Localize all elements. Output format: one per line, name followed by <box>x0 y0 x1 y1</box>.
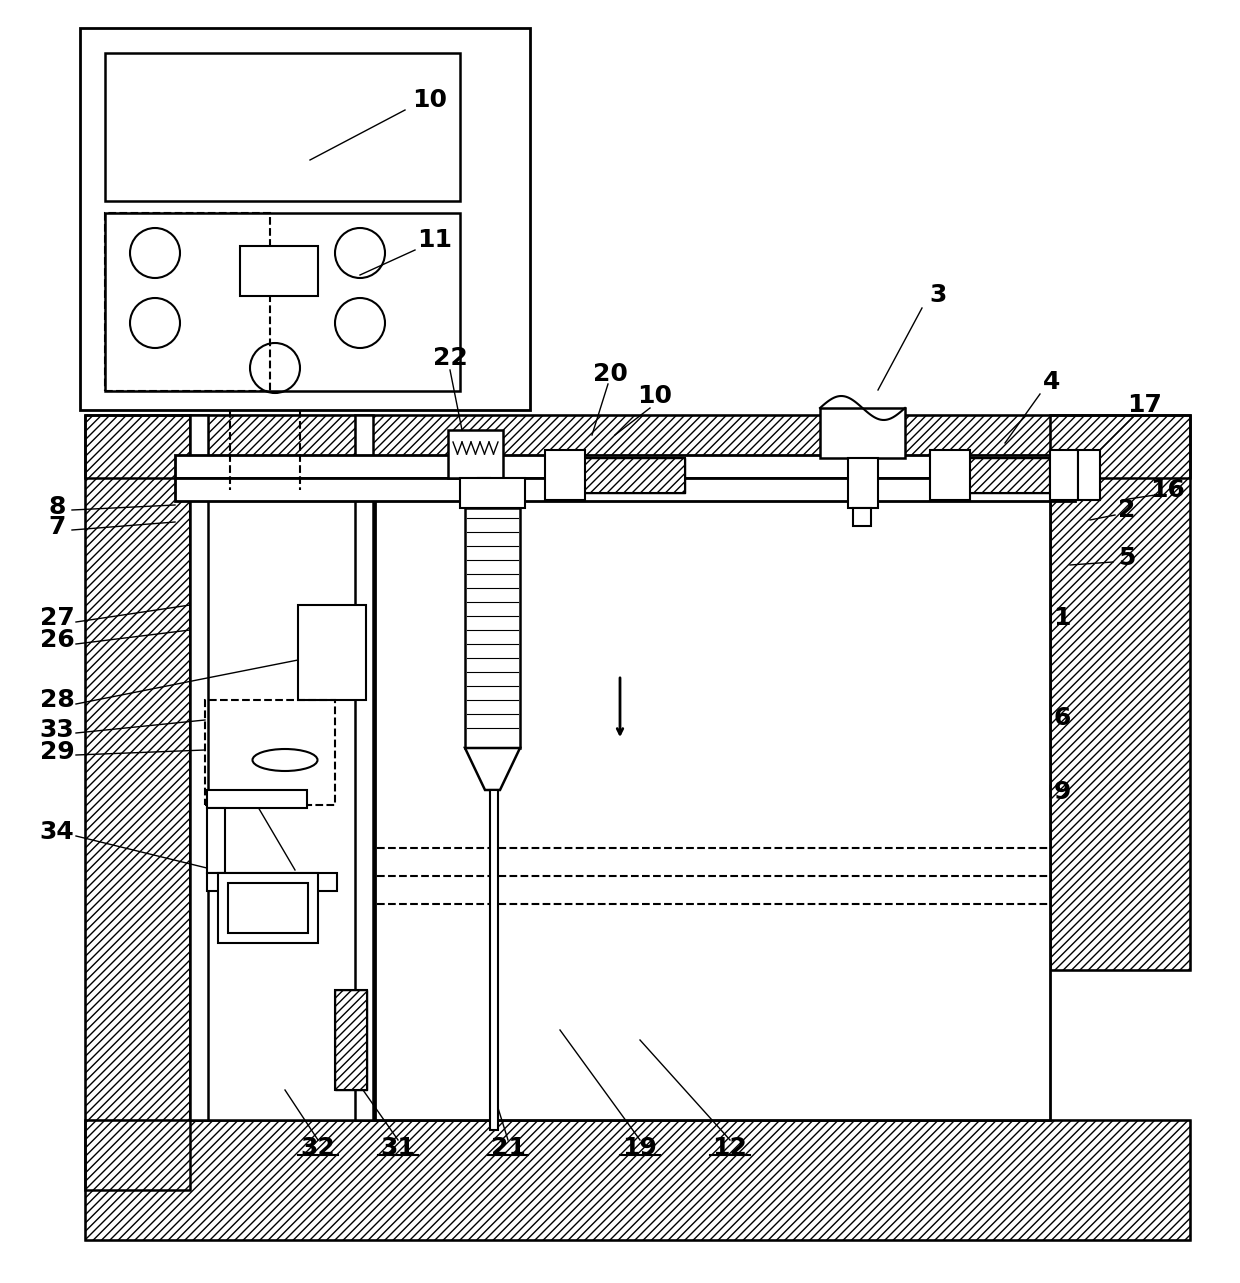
Bar <box>207 872 337 890</box>
Bar <box>465 508 520 748</box>
Bar <box>1050 414 1190 970</box>
Bar <box>86 1120 1190 1239</box>
Bar <box>1078 450 1100 500</box>
Bar <box>960 458 1050 493</box>
Bar <box>86 1120 1190 1239</box>
Bar <box>105 213 460 391</box>
Text: 32: 32 <box>300 1135 335 1160</box>
Bar <box>190 490 373 1120</box>
Text: 10: 10 <box>413 89 448 112</box>
Bar <box>460 479 525 508</box>
Bar <box>853 508 870 526</box>
Bar <box>820 408 905 458</box>
Text: 12: 12 <box>713 1135 748 1160</box>
Bar <box>207 790 308 808</box>
Text: 5: 5 <box>1118 547 1136 570</box>
Bar <box>448 430 503 479</box>
Text: 9: 9 <box>1053 780 1070 804</box>
Bar <box>477 479 490 508</box>
Bar <box>86 414 190 1191</box>
Bar <box>355 414 373 1120</box>
Text: 17: 17 <box>1127 393 1162 417</box>
Bar <box>848 458 878 508</box>
Text: 16: 16 <box>1151 479 1185 502</box>
Bar <box>190 414 208 1120</box>
Bar <box>218 872 317 943</box>
Bar <box>175 479 1075 500</box>
Text: 22: 22 <box>433 346 467 370</box>
Bar <box>298 606 366 701</box>
Bar <box>228 883 308 933</box>
Bar <box>930 450 970 500</box>
Bar <box>960 458 1050 493</box>
Text: 6: 6 <box>1053 706 1070 730</box>
Text: 20: 20 <box>593 362 627 386</box>
Bar <box>335 990 367 1091</box>
Text: 21: 21 <box>491 1135 526 1160</box>
Bar <box>86 414 1190 479</box>
Bar <box>208 414 355 475</box>
Text: 29: 29 <box>40 740 74 763</box>
Bar <box>575 458 684 493</box>
Bar <box>208 479 355 1120</box>
Text: 1: 1 <box>1053 606 1071 630</box>
Text: 33: 33 <box>40 718 74 742</box>
Text: 10: 10 <box>637 384 672 408</box>
Polygon shape <box>465 748 520 790</box>
Bar <box>86 414 190 1191</box>
Text: 19: 19 <box>622 1135 657 1160</box>
Bar <box>374 500 1050 1120</box>
Text: 2: 2 <box>1118 498 1136 522</box>
Bar <box>335 990 367 1091</box>
Bar <box>86 414 1190 479</box>
Bar <box>1050 414 1190 970</box>
Bar <box>105 53 460 201</box>
Bar <box>490 790 498 1130</box>
Bar <box>205 701 335 804</box>
Text: 7: 7 <box>48 514 66 539</box>
Text: 28: 28 <box>40 688 74 712</box>
Text: 3: 3 <box>929 284 946 307</box>
Text: 11: 11 <box>418 228 453 251</box>
Bar <box>81 28 529 411</box>
Text: 27: 27 <box>40 606 74 630</box>
Text: 8: 8 <box>48 495 66 520</box>
Text: 4: 4 <box>1043 370 1060 394</box>
Text: 26: 26 <box>40 627 74 652</box>
Bar <box>1050 450 1078 500</box>
Text: 34: 34 <box>40 820 74 844</box>
Bar <box>546 450 585 500</box>
Bar <box>105 213 270 391</box>
Bar <box>175 455 1075 479</box>
Bar <box>207 808 224 872</box>
Text: 31: 31 <box>381 1135 415 1160</box>
Bar <box>241 246 317 296</box>
Bar <box>575 458 684 493</box>
